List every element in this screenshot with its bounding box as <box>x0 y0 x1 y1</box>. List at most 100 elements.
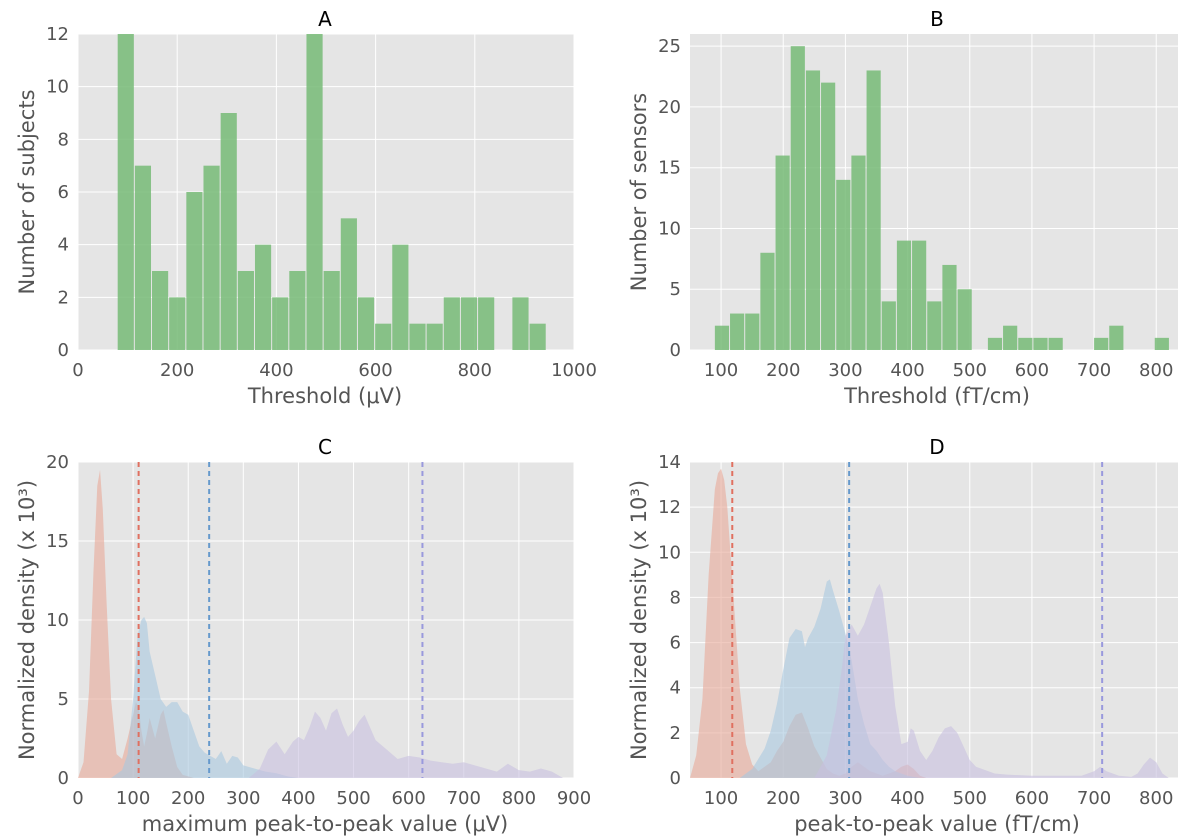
panel-a-y-tick-label: 2 <box>58 287 69 308</box>
panel-b-bar <box>896 240 912 350</box>
panel-c-y-tick-label: 15 <box>46 531 69 552</box>
panel-c-xlabel: maximum peak-to-peak value (μV) <box>142 812 509 836</box>
panel-d-x-tick-label: 700 <box>1077 788 1111 809</box>
panel-a-bar <box>478 297 495 350</box>
panel-d-y-tick-label: 6 <box>670 633 681 654</box>
panel-b-bar <box>790 46 805 350</box>
panel-b-bar <box>730 313 745 350</box>
panel-b-x-tick-label: 500 <box>953 360 987 381</box>
panel-d-x-tick-label: 200 <box>766 788 800 809</box>
panel-b-x-tick-label: 600 <box>1015 360 1049 381</box>
panel-c: C maximum peak-to-peak value (μV) Normal… <box>15 435 508 836</box>
panel-a-y-tick-label: 6 <box>58 182 69 203</box>
panel-c-x-tick-label: 600 <box>391 788 425 809</box>
panel-d-ylabel: Normalized density (x 10³) <box>627 480 651 760</box>
panel-c-x-tick-label: 200 <box>171 788 205 809</box>
panel-d-y-tick-label: 2 <box>670 723 681 744</box>
panel-b-bar <box>1094 337 1109 350</box>
panel-b-bar <box>881 301 896 350</box>
panel-a-bar <box>169 297 186 350</box>
panel-a-x-tick-label: 1000 <box>551 360 597 381</box>
panel-a-bar <box>443 297 460 350</box>
panel-d-x-tick-label: 400 <box>890 788 924 809</box>
panel-c-y-tick-label: 0 <box>58 768 69 789</box>
panel-b-y-tick-label: 20 <box>658 97 681 118</box>
panel-b-bar <box>851 155 866 350</box>
panel-d-x-tick-label: 300 <box>828 788 862 809</box>
panel-d-density-area-1 <box>690 468 927 778</box>
panel-c-x-tick-label: 100 <box>116 788 150 809</box>
panel-b-bar <box>760 252 775 350</box>
panel-b-ylabel: Number of sensors <box>627 93 651 292</box>
panel-b-x-tick-label: 100 <box>704 360 738 381</box>
panel-a-y-tick-label: 12 <box>46 24 69 45</box>
panel-b-bar <box>1154 337 1169 350</box>
panel-d-x-tick-label: 100 <box>704 788 738 809</box>
panel-d-x-tick-label: 800 <box>1139 788 1173 809</box>
panel-d-y-tick-label: 14 <box>658 452 681 473</box>
panel-a-bar <box>289 271 306 350</box>
panel-d-y-tick-label: 0 <box>670 768 681 789</box>
panel-b-x-tick-label: 300 <box>828 360 862 381</box>
panel-a-y-tick-label: 0 <box>58 340 69 361</box>
panel-a-bar <box>426 323 443 350</box>
panel-c-y-tick-label: 5 <box>58 689 69 710</box>
panel-a-bar <box>340 218 357 350</box>
panel-b-bar <box>957 289 972 350</box>
panel-a-bar <box>323 271 340 350</box>
panel-d-density-area-3 <box>814 583 1169 778</box>
panel-b-xlabel: Threshold (fT/cm) <box>843 384 1030 408</box>
panel-b-bar <box>821 82 836 350</box>
panel-a-title: A <box>318 7 332 31</box>
panel-a-bar <box>460 297 478 350</box>
panel-a-ylabel: Number of subjects <box>15 89 39 294</box>
panel-c-plot: 0 100 200 300 400 500 600 700 800 900 0 5 10 15 20 <box>46 452 591 809</box>
panel-c-ylabel: Normalized density (x 10³) <box>15 480 39 760</box>
panel-b-y-tick-label: 10 <box>658 218 681 239</box>
panel-d-plot: 100 200 300 400 500 600 700 800 0 2 4 6 8 10 12 14 <box>658 452 1178 809</box>
panel-b-bar <box>1109 325 1124 350</box>
panel-b-bar <box>987 337 1003 350</box>
panel-a-data <box>117 34 546 350</box>
panel-a-bar <box>186 192 203 350</box>
panel-d-y-tick-label: 12 <box>658 497 681 518</box>
panel-b-bar <box>927 301 942 350</box>
panel-a-bar <box>254 244 272 350</box>
panel-b-plot: 100 200 300 400 500 600 700 800 0 5 10 15 20 25 <box>658 34 1178 381</box>
panel-c-x-tick-label: 0 <box>72 788 83 809</box>
panel-a-y-tick-label: 10 <box>46 77 69 98</box>
panel-b-bar <box>866 70 881 350</box>
panel-c-x-tick-label: 900 <box>557 788 591 809</box>
panel-b-bar <box>942 264 957 350</box>
panel-b-x-tick-label: 700 <box>1077 360 1111 381</box>
panel-b-bar <box>912 240 927 350</box>
panel-b-bar <box>1018 337 1033 350</box>
panel-c-density-area-3 <box>248 708 563 778</box>
panel-a-bar <box>134 165 152 350</box>
panel-a-bar <box>357 297 375 350</box>
panel-d: D peak-to-peak value (fT/cm) Normalized … <box>627 435 1080 836</box>
panel-a-bar <box>392 244 409 350</box>
panel-c-x-tick-label: 500 <box>336 788 370 809</box>
panel-a-x-tick-label: 800 <box>458 360 492 381</box>
panel-a: A Threshold (μV) Number of subjects <box>15 7 402 408</box>
panel-a-x-tick-label: 600 <box>358 360 392 381</box>
panel-b-bar <box>714 325 730 350</box>
panel-a-y-tick-label: 4 <box>58 235 69 256</box>
panel-b-data <box>714 46 1169 350</box>
panel-c-x-tick-label: 400 <box>281 788 315 809</box>
panel-c-y-tick-label: 20 <box>46 452 69 473</box>
panel-a-bar <box>512 297 529 350</box>
panel-c-data <box>78 462 563 778</box>
panel-b-bar <box>775 155 790 350</box>
panel-a-bar <box>220 113 237 350</box>
panel-a-bar <box>203 165 220 350</box>
panel-a-y-tick-label: 8 <box>58 129 69 150</box>
panel-d-plot-area <box>690 462 1178 778</box>
panel-c-y-tick-label: 10 <box>46 610 69 631</box>
panel-c-density-area-2 <box>111 616 299 778</box>
panel-a-bar <box>529 323 546 350</box>
panel-b-x-tick-label: 800 <box>1139 360 1173 381</box>
panel-a-x-tick-label: 400 <box>259 360 293 381</box>
